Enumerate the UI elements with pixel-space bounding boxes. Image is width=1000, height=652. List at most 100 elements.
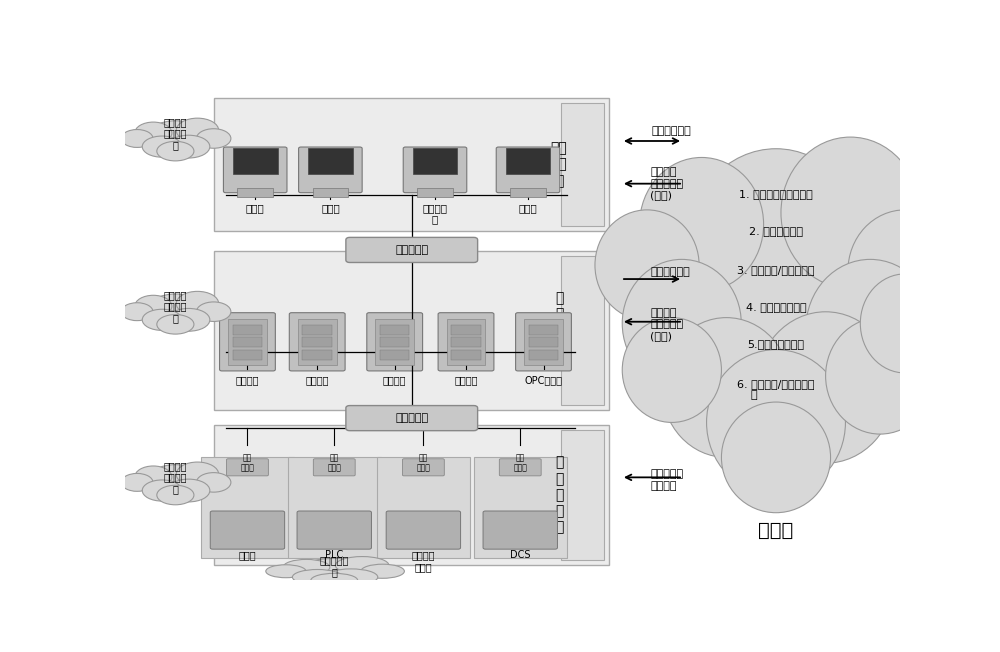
Text: 现
场
设
备
层: 现 场 设 备 层 [555,456,563,535]
FancyBboxPatch shape [201,457,294,557]
FancyBboxPatch shape [380,325,409,334]
Ellipse shape [299,559,369,581]
FancyBboxPatch shape [516,313,571,371]
Text: 企业
管理
层: 企业 管理 层 [551,141,567,188]
Text: 系统状态数据: 系统状态数据 [652,126,692,136]
Text: 监控机: 监控机 [321,203,340,213]
FancyBboxPatch shape [474,457,567,557]
FancyBboxPatch shape [402,459,444,476]
Text: 私有云: 私有云 [758,520,794,540]
FancyBboxPatch shape [447,319,485,365]
Text: 工控
防火墙: 工控 防火墙 [327,453,341,472]
Ellipse shape [622,318,721,422]
FancyBboxPatch shape [220,313,275,371]
Ellipse shape [157,485,194,505]
FancyBboxPatch shape [561,103,604,226]
FancyBboxPatch shape [299,147,362,193]
Text: 访问控制
及账号管
理: 访问控制 及账号管 理 [164,290,187,323]
Ellipse shape [142,309,182,331]
Ellipse shape [860,274,950,373]
FancyBboxPatch shape [386,511,461,549]
Text: 1. 安全策略定义与管理: 1. 安全策略定义与管理 [739,188,813,199]
FancyBboxPatch shape [233,325,262,334]
Ellipse shape [266,565,306,578]
Ellipse shape [361,564,404,578]
FancyBboxPatch shape [451,337,481,348]
Text: 工程师站: 工程师站 [305,376,329,385]
Text: 系统状态数据: 系统状态数据 [650,267,690,276]
Text: 工控防火墙: 工控防火墙 [395,413,428,423]
FancyBboxPatch shape [417,188,453,197]
FancyBboxPatch shape [377,457,470,557]
FancyBboxPatch shape [289,313,345,371]
Ellipse shape [157,141,194,161]
FancyBboxPatch shape [561,256,604,404]
Ellipse shape [622,259,741,387]
FancyBboxPatch shape [346,237,478,263]
Text: 工程师站: 工程师站 [236,376,259,385]
Text: 安全分区管
理: 安全分区管 理 [320,556,349,577]
Ellipse shape [721,402,831,512]
Ellipse shape [148,465,203,496]
Ellipse shape [167,308,210,331]
Ellipse shape [196,128,231,148]
Ellipse shape [335,557,389,574]
Ellipse shape [806,259,935,399]
Text: 系统加固
及补丁修复
(闲时): 系统加固 及补丁修复 (闲时) [650,308,684,341]
FancyBboxPatch shape [233,350,262,360]
FancyBboxPatch shape [438,313,494,371]
Ellipse shape [176,118,219,143]
Ellipse shape [176,462,219,486]
FancyBboxPatch shape [451,350,481,360]
Ellipse shape [135,122,172,144]
Text: DCS: DCS [510,550,530,560]
FancyBboxPatch shape [496,147,560,193]
Text: 系统加固
及补丁修复
(闲时): 系统加固 及补丁修复 (闲时) [650,167,684,200]
FancyBboxPatch shape [346,406,478,431]
FancyBboxPatch shape [529,350,558,360]
FancyBboxPatch shape [483,511,557,549]
Ellipse shape [781,137,920,288]
Ellipse shape [756,312,895,463]
Ellipse shape [848,210,962,332]
Ellipse shape [707,349,845,496]
Text: 6. 历史事件/产品过程追
    溯: 6. 历史事件/产品过程追 溯 [737,379,815,400]
FancyBboxPatch shape [506,148,550,174]
Text: 工
控
系
统
层: 工 控 系 统 层 [555,291,563,370]
FancyBboxPatch shape [413,148,457,174]
FancyBboxPatch shape [233,148,278,174]
Ellipse shape [167,479,210,502]
FancyBboxPatch shape [223,147,287,193]
Text: 工控
防火墙: 工控 防火墙 [513,453,527,472]
Ellipse shape [687,149,865,347]
Text: 工业控制
计算机: 工业控制 计算机 [412,550,435,572]
Text: 访问控制
及账号管
理: 访问控制 及账号管 理 [164,461,187,494]
Text: 访问控制
及账号管
理: 访问控制 及账号管 理 [164,117,187,150]
FancyBboxPatch shape [302,325,332,334]
Text: 管理机: 管理机 [246,203,265,213]
Ellipse shape [157,314,194,334]
FancyBboxPatch shape [228,319,267,365]
Text: 操作员站: 操作员站 [454,376,478,385]
Ellipse shape [662,318,791,458]
FancyBboxPatch shape [367,313,423,371]
Ellipse shape [135,295,172,318]
FancyBboxPatch shape [308,148,353,174]
FancyBboxPatch shape [302,337,332,348]
Text: 网络防火墙: 网络防火墙 [395,245,428,255]
Text: 4. 安全日志与审计: 4. 安全日志与审计 [746,302,806,312]
FancyBboxPatch shape [510,188,546,197]
FancyBboxPatch shape [227,459,268,476]
Ellipse shape [196,473,231,492]
Text: 接收各种传
感器数据: 接收各种传 感器数据 [650,469,684,491]
Text: 2. 系统补丁存储: 2. 系统补丁存储 [749,226,803,237]
Text: 操作员站: 操作员站 [383,376,406,385]
FancyBboxPatch shape [210,511,285,549]
FancyBboxPatch shape [524,319,563,365]
Ellipse shape [826,318,935,434]
Text: 5.系统健壮性评测: 5.系统健壮性评测 [748,339,804,349]
FancyBboxPatch shape [288,457,381,557]
FancyBboxPatch shape [297,511,371,549]
Ellipse shape [148,121,203,152]
FancyBboxPatch shape [302,350,332,360]
